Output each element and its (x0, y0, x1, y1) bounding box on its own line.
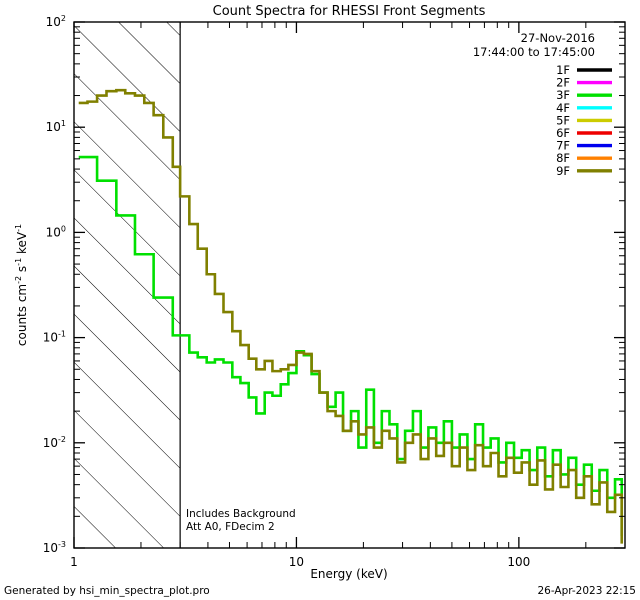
y-axis-label: counts cm-2 s-1 keV-1 (14, 224, 29, 346)
legend-label-9F: 9F (556, 164, 570, 178)
y-tick-label: 10-2 (43, 435, 66, 450)
legend-label-7F: 7F (556, 139, 570, 153)
legend-label-5F: 5F (556, 113, 570, 127)
legend-label-8F: 8F (556, 151, 570, 165)
legend-date: 27-Nov-2016 (521, 31, 595, 45)
x-axis-label: Energy (keV) (310, 567, 387, 581)
legend-label-3F: 3F (556, 88, 570, 102)
axis-ticks (73, 21, 626, 549)
y-tick-label: 101 (46, 119, 66, 134)
y-axis-label-text: counts cm-2 s-1 keV-1 (14, 224, 29, 346)
legend-label-4F: 4F (556, 101, 570, 115)
data-curves (78, 88, 624, 544)
hatched-exclusion-band (74, 22, 181, 548)
footer-timestamp: 26-Apr-2023 22:15 (537, 585, 636, 597)
axis-tick-labels: 1 10 100 102 101 100 10-1 10-2 10-3 (43, 14, 531, 569)
legend-label-1F: 1F (556, 63, 570, 77)
x-tick-label: 1 (70, 555, 78, 569)
legend-time-range: 17:44:00 to 17:45:00 (473, 45, 595, 59)
y-tick-label: 100 (46, 224, 66, 239)
annotation-attenuator-state: Att A0, FDecim 2 (186, 521, 275, 533)
legend: 27-Nov-2016 17:44:00 to 17:45:00 1F2F3F4… (473, 31, 612, 178)
page-title: Count Spectra for RHESSI Front Segments (213, 4, 486, 19)
y-tick-label: 102 (46, 14, 66, 29)
y-tick-label: 10-3 (43, 540, 66, 555)
annotation-includes-background: Includes Background (186, 508, 296, 520)
plot-frame (73, 21, 626, 549)
x-tick-label: 10 (289, 555, 304, 569)
y-tick-label: 10-1 (43, 330, 66, 345)
legend-label-6F: 6F (556, 126, 570, 140)
series-line-9F (78, 88, 624, 544)
x-tick-label: 100 (507, 555, 530, 569)
legend-label-2F: 2F (556, 76, 570, 90)
footer-generated-by: Generated by hsi_min_spectra_plot.pro (4, 585, 210, 597)
